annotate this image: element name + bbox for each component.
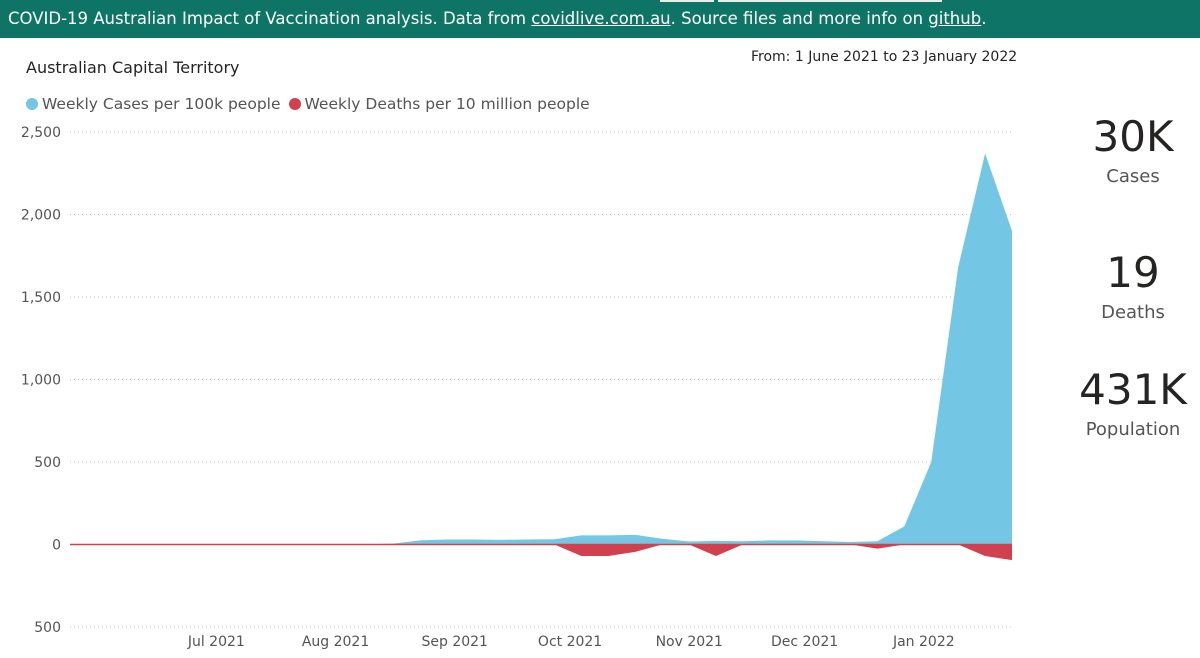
kpi-deaths-label: Deaths bbox=[1101, 302, 1165, 323]
banner-text: COVID-19 Australian Impact of Vaccinatio… bbox=[0, 9, 986, 28]
kpi-population: 431K Population bbox=[1068, 365, 1198, 441]
banner-prefix: COVID-19 Australian Impact of Vaccinatio… bbox=[8, 9, 532, 28]
chart-legend: Weekly Cases per 100k people Weekly Deat… bbox=[26, 92, 598, 116]
kpi-cases: 30K Cases bbox=[1068, 112, 1198, 188]
kpi-deaths-value: 19 bbox=[1106, 248, 1160, 297]
covidlive-link[interactable]: covidlive.com.au bbox=[531, 9, 671, 28]
page-tab[interactable] bbox=[718, 0, 942, 2]
page-tabs-strip bbox=[660, 0, 942, 2]
legend-marker-cases bbox=[26, 98, 38, 110]
report-banner: COVID-19 Australian Impact of Vaccinatio… bbox=[0, 0, 1200, 38]
y-tick-label: 1,500 bbox=[21, 290, 61, 306]
y-tick-label: 1,000 bbox=[21, 373, 61, 389]
kpi-cases-value: 30K bbox=[1092, 112, 1174, 161]
x-tick-label: Dec 2021 bbox=[771, 634, 838, 650]
cases-area bbox=[70, 153, 1012, 545]
y-tick-label: 2,500 bbox=[21, 125, 61, 141]
y-tick-label: 2,000 bbox=[21, 208, 61, 224]
x-tick-label: Nov 2021 bbox=[656, 634, 723, 650]
date-range: From: 1 June 2021 to 23 January 2022 bbox=[751, 49, 1018, 65]
x-tick-label: Aug 2021 bbox=[302, 634, 369, 650]
legend-marker-deaths bbox=[288, 98, 301, 110]
banner-middle: . Source files and more info on bbox=[670, 9, 929, 28]
kpi-deaths: 19 Deaths bbox=[1068, 248, 1198, 324]
legend-item-deaths[interactable]: Weekly Deaths per 10 million people bbox=[288, 95, 590, 113]
x-tick-label: Jan 2022 bbox=[892, 634, 955, 650]
y-tick-label: 500 bbox=[34, 620, 61, 636]
kpi-population-label: Population bbox=[1085, 419, 1181, 440]
y-tick-label: 0 bbox=[52, 538, 61, 554]
kpi-population-value: 431K bbox=[1079, 365, 1187, 414]
banner-suffix: . bbox=[981, 9, 987, 28]
x-tick-label: Jul 2021 bbox=[187, 634, 245, 650]
x-tick-label: Sep 2021 bbox=[421, 634, 487, 650]
kpi-cases-label: Cases bbox=[1106, 166, 1160, 187]
page-tab[interactable] bbox=[660, 0, 714, 2]
legend-label-deaths: Weekly Deaths per 10 million people bbox=[304, 95, 590, 113]
legend-item-cases[interactable]: Weekly Cases per 100k people bbox=[26, 95, 281, 113]
x-tick-label: Oct 2021 bbox=[538, 634, 602, 650]
legend-label-cases: Weekly Cases per 100k people bbox=[42, 95, 281, 113]
chart-title: Australian Capital Territory bbox=[26, 58, 240, 77]
github-link[interactable]: github bbox=[928, 9, 982, 28]
deaths-area bbox=[70, 544, 1012, 561]
y-tick-label: 500 bbox=[34, 455, 61, 471]
